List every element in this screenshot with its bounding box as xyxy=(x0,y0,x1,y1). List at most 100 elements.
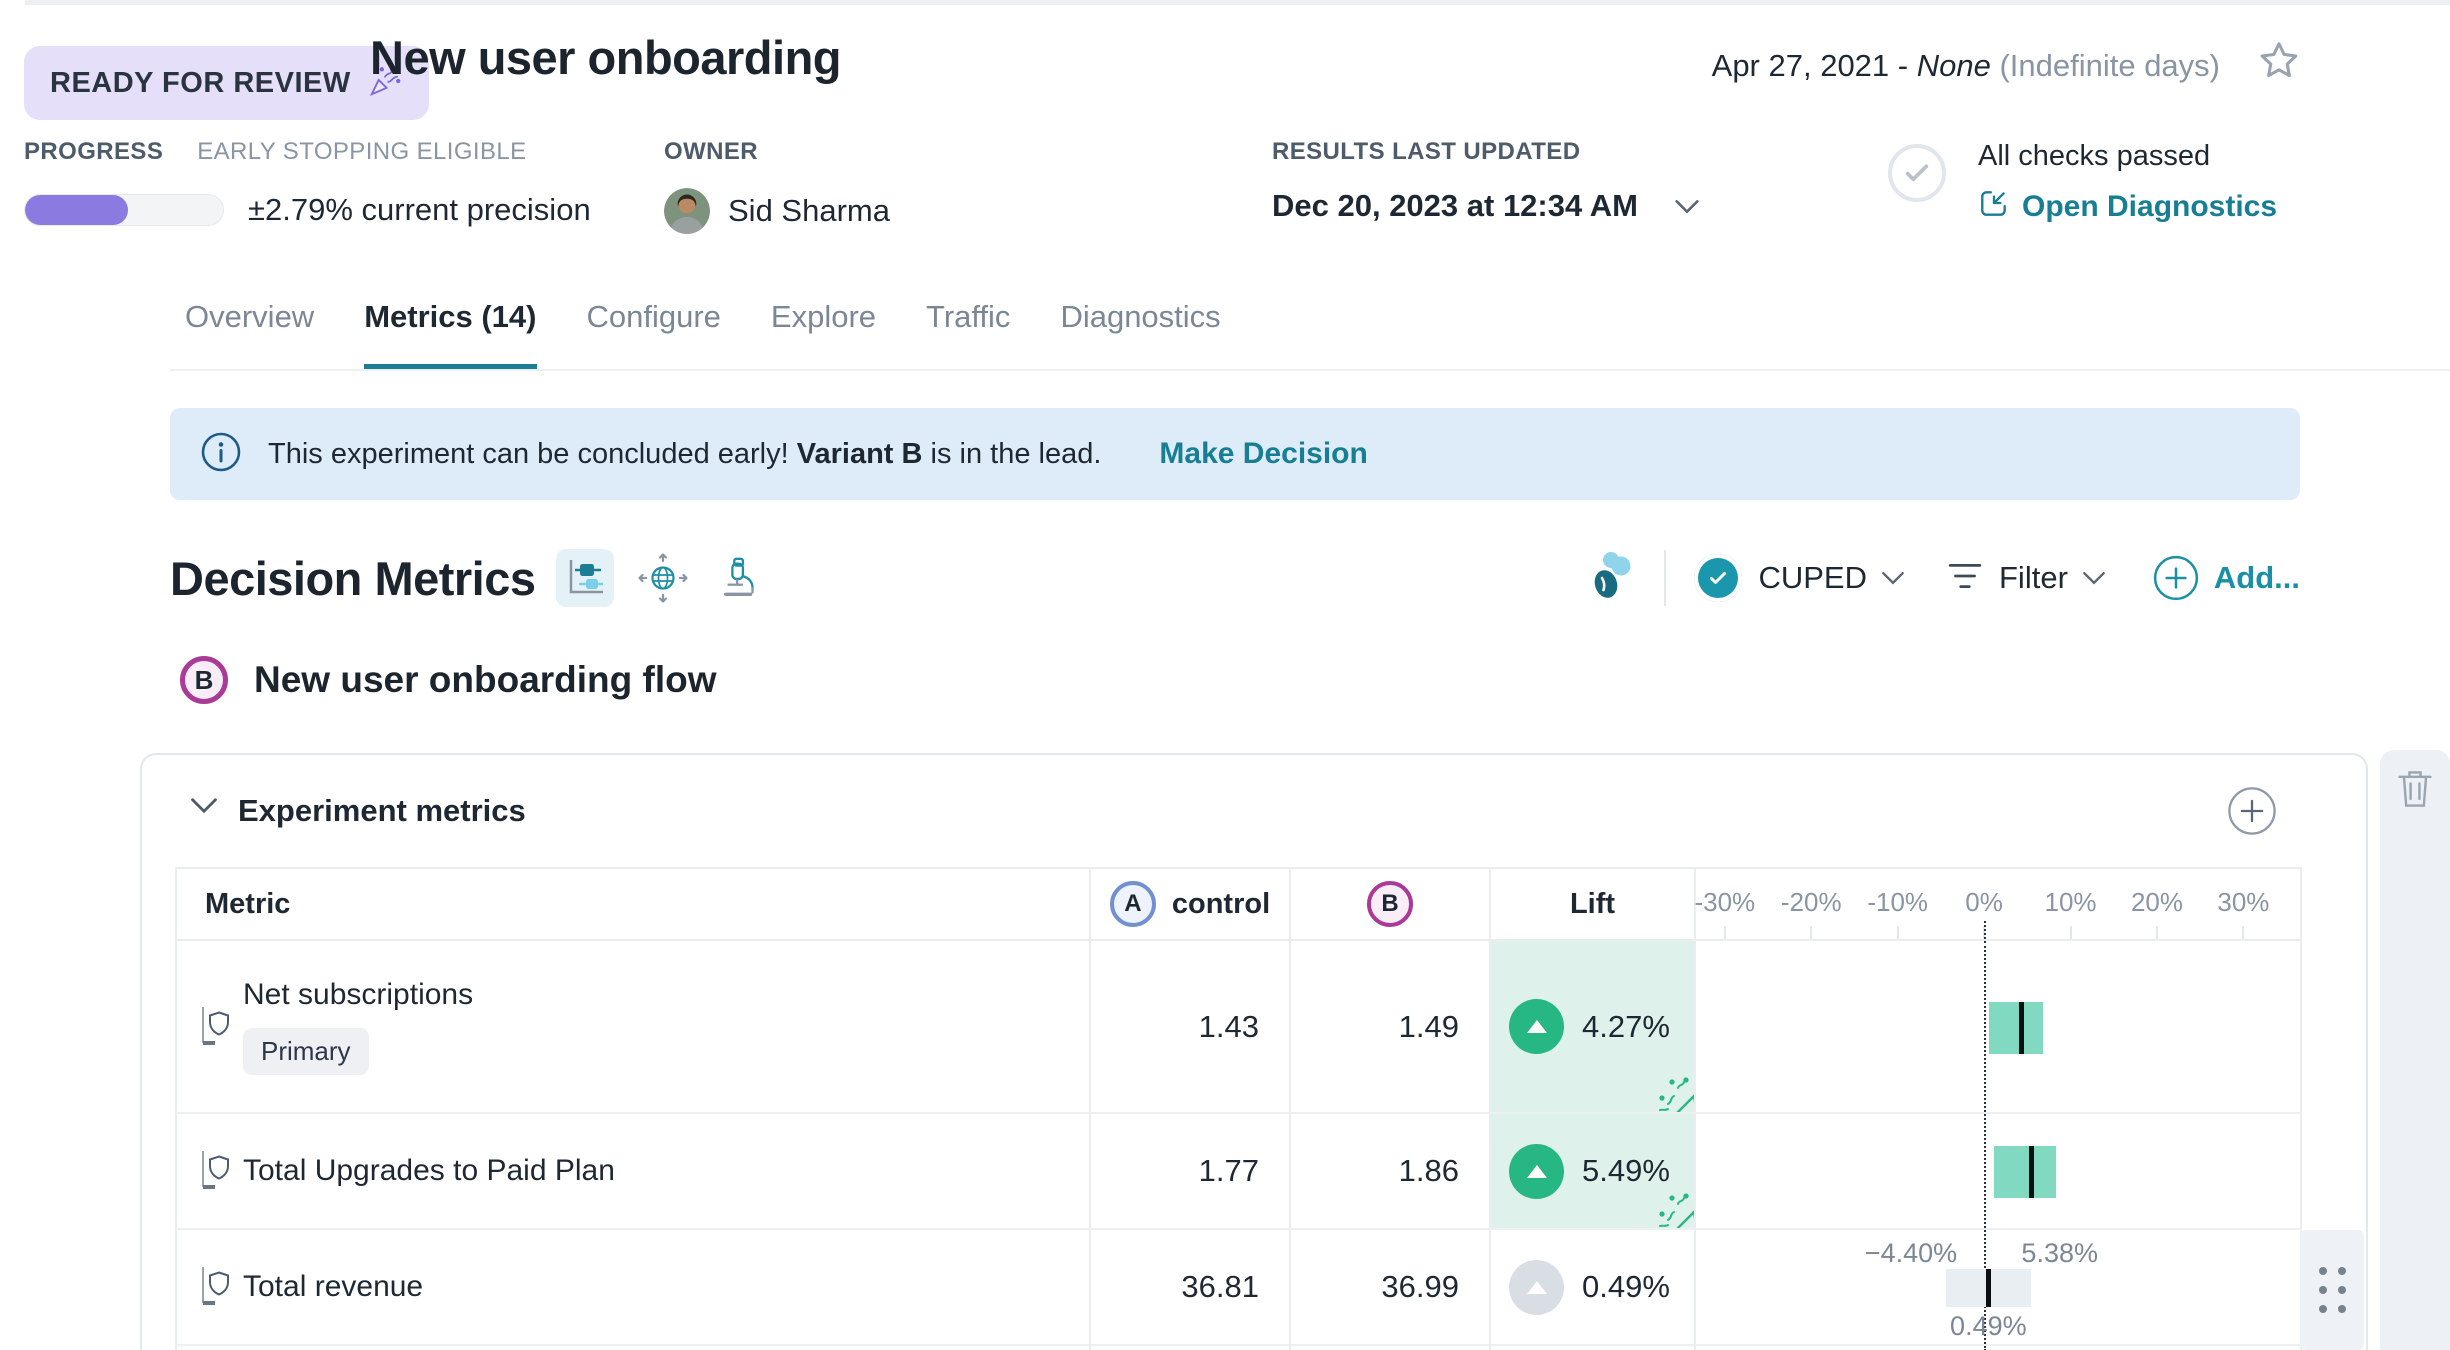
variant-b-column-badge: B xyxy=(1367,881,1413,927)
zero-line xyxy=(1984,1346,1987,1350)
table-row: Total Upgrades to Paid Plan 1.77 1.86 5.49% xyxy=(175,1114,2302,1230)
column-header-lift: Lift xyxy=(1489,869,1694,939)
tab-configure[interactable]: Configure xyxy=(586,299,721,334)
trash-icon[interactable] xyxy=(2396,768,2434,810)
filter-chevron-icon[interactable] xyxy=(2082,571,2106,585)
experiment-metrics-card: Experiment metrics Metric A control B Li… xyxy=(140,753,2368,1350)
owner-block: OWNER Sid Sharma xyxy=(664,138,890,234)
celebration-confetti-icon xyxy=(1638,1058,1694,1112)
status-badge: READY FOR REVIEW xyxy=(24,46,429,120)
filter-dropdown-label[interactable]: Filter xyxy=(1999,560,2068,595)
table-header-row: Metric A control B Lift -30% -20% -10% 0% 10… xyxy=(175,867,2302,941)
metric-name[interactable]: Net subscriptions xyxy=(243,978,474,1011)
owner-label: OWNER xyxy=(664,138,758,165)
add-metric-button[interactable]: Add... xyxy=(2213,560,2300,595)
empty-cell xyxy=(1089,1346,1289,1350)
lift-value: 4.27% xyxy=(1582,1008,1670,1044)
global-impact-view-button[interactable] xyxy=(634,549,692,607)
results-updated-value: Dec 20, 2023 at 12:34 AM xyxy=(1272,188,1638,223)
precision-text: ±2.79% current precision xyxy=(248,192,591,227)
table-row: Total revenue 36.81 36.99 0.49% −4.40% 5.38% 0… xyxy=(175,1230,2302,1346)
metric-name[interactable]: Total revenue xyxy=(243,1270,424,1303)
boxplot-view-button[interactable] xyxy=(555,549,614,607)
table-row-clipped xyxy=(175,1346,2302,1350)
early-stopping-label: EARLY STOPPING ELIGIBLE xyxy=(197,138,527,165)
chevron-down-icon[interactable] xyxy=(1674,199,1700,214)
axis-tick-label: 20% xyxy=(2130,887,2183,917)
cuped-chevron-icon[interactable] xyxy=(1881,571,1905,585)
results-updated-label: RESULTS LAST UPDATED xyxy=(1272,138,1581,165)
variant-name: New user onboarding flow xyxy=(254,659,717,700)
table-row: Net subscriptions Primary 1.43 1.49 4.27% xyxy=(175,941,2302,1114)
lift-up-arrow-icon xyxy=(1509,1143,1564,1199)
owner-name: Sid Sharma xyxy=(728,193,890,228)
metric-cell: Total revenue xyxy=(177,1230,1089,1344)
empty-cell xyxy=(1694,1346,2300,1350)
filter-icon[interactable] xyxy=(1947,562,1983,595)
lift-value: 0.49% xyxy=(1582,1269,1670,1304)
control-value: 1.43 xyxy=(1089,941,1289,1112)
tab-traffic[interactable]: Traffic xyxy=(926,299,1011,334)
lift-up-arrow-icon xyxy=(1509,1259,1564,1315)
beans-logo-icon[interactable] xyxy=(1588,549,1636,608)
metric-cell: Total Upgrades to Paid Plan xyxy=(177,1114,1089,1228)
lift-cell: 0.49% xyxy=(1489,1230,1694,1344)
favorite-star-icon[interactable] xyxy=(2256,38,2302,84)
empty-cell xyxy=(1489,1346,1694,1350)
party-popper-icon xyxy=(367,63,403,104)
top-divider xyxy=(25,0,2450,5)
control-value: 1.77 xyxy=(1089,1114,1289,1228)
results-updated-block: RESULTS LAST UPDATED Dec 20, 2023 at 12:… xyxy=(1272,138,1700,224)
axis-tick-mark xyxy=(2155,926,2158,939)
ci-point-label: 0.49% xyxy=(1950,1311,2027,1341)
tab-metrics-14[interactable]: Metrics (14) xyxy=(364,283,537,369)
axis-tick-mark xyxy=(1723,926,1726,939)
tab-diagnostics[interactable]: Diagnostics xyxy=(1060,299,1221,334)
cuped-dropdown-label[interactable]: CUPED xyxy=(1758,560,1867,595)
microscope-view-button[interactable] xyxy=(712,549,770,607)
axis-tick-label: 30% xyxy=(2217,887,2270,917)
metric-group-title: Experiment metrics xyxy=(238,793,526,828)
ci-high-label: 5.38% xyxy=(2021,1238,2098,1268)
point-estimate-line xyxy=(1985,1269,1991,1307)
progress-bar xyxy=(24,194,224,226)
tab-explore[interactable]: Explore xyxy=(770,299,877,334)
metrics-table: Metric A control B Lift -30% -20% -10% 0% 10… xyxy=(175,867,2302,1350)
tab-overview[interactable]: Overview xyxy=(185,299,315,334)
progress-label: PROGRESS xyxy=(24,138,164,165)
cuped-enabled-icon[interactable] xyxy=(1694,554,1743,602)
lift-ci-chart xyxy=(1694,941,2300,1112)
chart-axis: -30% -20% -10% 0% 10% 20% 30% xyxy=(1694,869,2300,939)
info-icon xyxy=(200,431,242,478)
variant-heading: B New user onboarding flow xyxy=(180,656,717,704)
primary-tag: Primary xyxy=(243,1028,369,1075)
guardrail-shield-icon xyxy=(197,1263,237,1311)
guardrail-shield-icon xyxy=(197,1003,237,1051)
lift-cell: 4.27% xyxy=(1489,941,1694,1112)
point-estimate-line xyxy=(2018,1002,2024,1054)
variant-value: 1.86 xyxy=(1289,1114,1489,1228)
progress-block: PROGRESS EARLY STOPPING ELIGIBLE ±2.79% … xyxy=(24,138,591,228)
table-body: Net subscriptions Primary 1.43 1.49 4.27% Tot… xyxy=(175,941,2302,1350)
axis-tick-mark xyxy=(2242,926,2245,939)
axis-tick-mark xyxy=(1896,926,1899,939)
experiment-date-range: Apr 27, 2021 - None (Indefinite days) xyxy=(1712,48,2220,84)
open-diagnostics-link[interactable]: Open Diagnostics xyxy=(1978,187,2277,227)
section-title: Decision Metrics xyxy=(170,551,536,605)
lift-ci-chart: −4.40% 5.38% 0.49% xyxy=(1694,1230,2300,1344)
variant-b-badge: B xyxy=(180,656,228,704)
row-drag-handle[interactable] xyxy=(2300,1230,2364,1350)
checks-passed-text: All checks passed xyxy=(1978,140,2211,172)
add-metric-to-group-button[interactable] xyxy=(2226,785,2278,837)
metric-name[interactable]: Total Upgrades to Paid Plan xyxy=(243,1154,615,1187)
axis-tick-label: -20% xyxy=(1780,887,1842,917)
ci-low-label: −4.40% xyxy=(1864,1238,1958,1268)
make-decision-link[interactable]: Make Decision xyxy=(1159,437,1368,470)
add-circle-icon[interactable] xyxy=(2152,554,2200,602)
date-end: None xyxy=(1916,48,1991,83)
collapse-chevron-icon[interactable] xyxy=(190,797,218,819)
banner-text: This experiment can be concluded early! … xyxy=(268,437,1102,470)
control-value: 36.81 xyxy=(1089,1230,1289,1344)
date-start: Apr 27, 2021 - xyxy=(1711,48,1917,83)
toolbar-divider xyxy=(1664,550,1667,606)
